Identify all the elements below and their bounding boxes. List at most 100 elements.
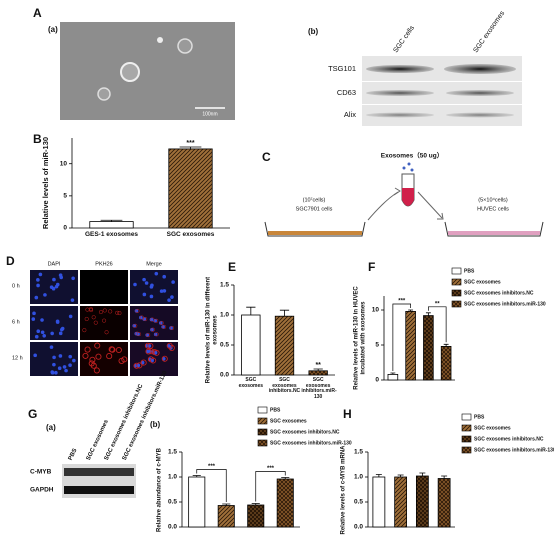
nucleus — [161, 325, 165, 329]
pkh26-signal — [118, 357, 125, 364]
nucleus — [58, 354, 63, 358]
legend-label: SGC exosomes — [464, 279, 501, 285]
blot-divider — [362, 81, 522, 82]
nucleus — [169, 326, 173, 330]
nucleus — [34, 334, 39, 339]
pkh26-signal — [106, 353, 113, 360]
pkh26-signal — [102, 318, 107, 323]
bar — [387, 373, 399, 381]
y-tick-label: 10 — [60, 160, 68, 167]
pkh26-signal — [98, 310, 103, 315]
nucleus — [153, 332, 158, 337]
legend-swatch — [461, 413, 472, 421]
significance-bracket — [428, 306, 447, 343]
error-bar — [425, 312, 431, 316]
panel-label: F — [368, 260, 375, 274]
bar — [276, 478, 294, 528]
pkh26-signal — [153, 349, 160, 356]
nucleus — [144, 281, 149, 285]
significance-bracket — [255, 471, 286, 502]
error-bar — [419, 472, 426, 476]
row-label: 0 h — [12, 283, 20, 289]
band — [366, 65, 434, 73]
pkh26-signal — [93, 320, 98, 325]
exosome-dot — [407, 162, 411, 166]
column-label: DAPI — [48, 261, 61, 267]
pkh26-signal — [117, 311, 122, 316]
error-bar — [408, 309, 414, 312]
pkh26-signal — [146, 332, 151, 338]
blot-row-label: CD63 — [337, 88, 356, 97]
error-bar — [281, 477, 290, 479]
pkh26-signal — [115, 346, 122, 354]
panel-label: G — [28, 407, 37, 421]
nucleus — [38, 272, 43, 277]
bar — [415, 475, 429, 528]
nucleus — [68, 354, 73, 359]
error-bar — [251, 503, 260, 505]
pkh26-signal — [170, 325, 175, 331]
nucleus — [64, 368, 68, 373]
diagram-text: HUVEC cells — [477, 206, 509, 212]
exosome-dot — [410, 168, 414, 172]
dish — [444, 221, 544, 237]
panel-label: H — [343, 407, 352, 421]
y-tick-label: 0.0 — [220, 372, 229, 379]
error-bar — [443, 343, 449, 347]
nucleus — [36, 283, 40, 288]
blot-row-label: C-MYB — [30, 469, 52, 476]
nucleus — [161, 356, 166, 361]
legend-label: SGC exosomes inhibitors.miR-130 — [474, 447, 554, 453]
nucleus — [149, 317, 154, 322]
row-label: 6 h — [12, 319, 20, 325]
nucleus — [31, 317, 36, 321]
nucleus — [153, 351, 158, 355]
nucleus — [68, 363, 72, 368]
y-tick-label: 10 — [372, 307, 380, 314]
y-tick-label: 1.0 — [220, 312, 229, 319]
pkh26-signal — [137, 332, 142, 337]
pkh26-signal — [150, 357, 157, 364]
blot-divider — [362, 104, 522, 105]
pkh26-signal — [150, 327, 156, 332]
pkh26-signal — [115, 310, 120, 315]
error-bar — [192, 475, 201, 477]
bar — [217, 505, 235, 528]
legend-swatch — [451, 267, 462, 275]
arrow — [417, 191, 443, 219]
nucleus — [36, 329, 41, 334]
nucleus — [54, 370, 58, 375]
y-tick-label: 0 — [63, 225, 67, 232]
nucleus — [52, 277, 56, 282]
legend-swatch — [257, 417, 268, 425]
pkh26-signal — [90, 362, 97, 369]
pkh26-signal — [93, 367, 100, 374]
nucleus — [145, 333, 149, 337]
pkh26-signal — [139, 315, 144, 320]
y-tick-label: 1.5 — [354, 449, 363, 456]
pkh26-signal — [154, 332, 159, 337]
nucleus — [50, 331, 54, 336]
nucleus — [171, 280, 175, 284]
exosome-dot — [402, 166, 406, 170]
nucleus — [145, 349, 150, 354]
diagram-text: (5×10⁴cells) — [478, 196, 508, 203]
arrow-head — [437, 212, 444, 220]
legend-label: SGC exosomes — [474, 425, 511, 431]
blot-row-label: GAPDH — [30, 487, 54, 494]
band — [366, 112, 434, 118]
bar — [308, 370, 328, 376]
nucleus — [34, 295, 39, 300]
nucleus — [49, 345, 54, 349]
pkh26-signal — [84, 346, 91, 353]
arrow-head — [393, 187, 401, 196]
nucleus — [42, 333, 47, 338]
significance-bracket — [196, 469, 227, 502]
error-bar — [179, 146, 202, 149]
panel-label: (a) — [48, 25, 58, 34]
pkh26-signal — [82, 328, 87, 333]
nucleus — [72, 358, 76, 363]
pkh26-signal — [161, 355, 168, 362]
legend-swatch — [257, 406, 268, 414]
